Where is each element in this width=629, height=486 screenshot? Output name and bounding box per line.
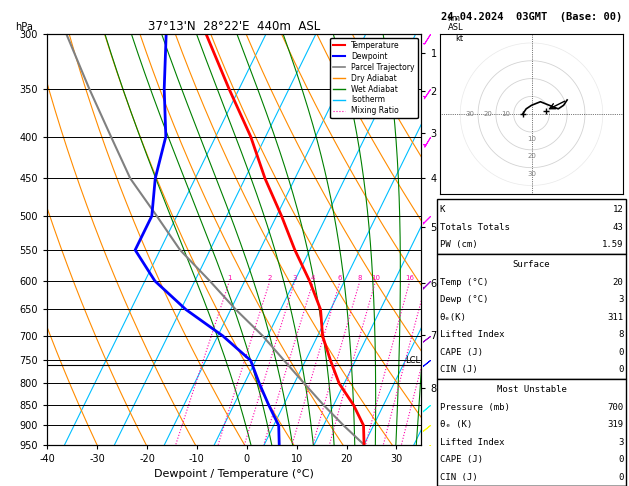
Text: 30: 30 bbox=[465, 111, 474, 117]
Text: CIN (J): CIN (J) bbox=[440, 365, 477, 374]
Text: 2: 2 bbox=[268, 275, 272, 281]
Text: Lifted Index: Lifted Index bbox=[440, 330, 504, 339]
Text: 0: 0 bbox=[618, 473, 623, 482]
Text: 700: 700 bbox=[607, 403, 623, 412]
Text: Most Unstable: Most Unstable bbox=[496, 385, 567, 394]
Text: 8: 8 bbox=[618, 330, 623, 339]
Text: 3: 3 bbox=[618, 438, 623, 447]
Text: Surface: Surface bbox=[513, 260, 550, 269]
Text: 3: 3 bbox=[618, 295, 623, 304]
Text: θₑ(K): θₑ(K) bbox=[440, 313, 467, 322]
Text: 20: 20 bbox=[484, 111, 493, 117]
Text: K: K bbox=[440, 206, 445, 214]
Text: 319: 319 bbox=[607, 420, 623, 429]
Text: 0: 0 bbox=[618, 365, 623, 374]
Text: θₑ (K): θₑ (K) bbox=[440, 420, 472, 429]
Text: kt: kt bbox=[455, 34, 463, 43]
Text: © weatheronline.co.uk: © weatheronline.co.uk bbox=[479, 474, 584, 484]
Text: CIN (J): CIN (J) bbox=[440, 473, 477, 482]
Text: 4: 4 bbox=[311, 275, 316, 281]
Text: Temp (°C): Temp (°C) bbox=[440, 278, 488, 287]
Text: 12: 12 bbox=[613, 206, 623, 214]
Text: Lifted Index: Lifted Index bbox=[440, 438, 504, 447]
Text: Totals Totals: Totals Totals bbox=[440, 223, 509, 232]
Text: hPa: hPa bbox=[15, 22, 33, 32]
X-axis label: Dewpoint / Temperature (°C): Dewpoint / Temperature (°C) bbox=[154, 469, 314, 479]
Text: Mixing Ratio (g/kg): Mixing Ratio (g/kg) bbox=[499, 200, 508, 279]
Text: CAPE (J): CAPE (J) bbox=[440, 348, 482, 357]
Text: 311: 311 bbox=[607, 313, 623, 322]
Title: 37°13'N  28°22'E  440m  ASL: 37°13'N 28°22'E 440m ASL bbox=[148, 20, 320, 33]
Legend: Temperature, Dewpoint, Parcel Trajectory, Dry Adiabat, Wet Adiabat, Isotherm, Mi: Temperature, Dewpoint, Parcel Trajectory… bbox=[330, 38, 418, 119]
Text: 0: 0 bbox=[618, 348, 623, 357]
Text: 1.59: 1.59 bbox=[602, 241, 623, 249]
Text: 8: 8 bbox=[358, 275, 362, 281]
Text: 24.04.2024  03GMT  (Base: 00): 24.04.2024 03GMT (Base: 00) bbox=[441, 12, 622, 22]
Text: Pressure (mb): Pressure (mb) bbox=[440, 403, 509, 412]
Text: 10: 10 bbox=[501, 111, 510, 117]
Text: 16: 16 bbox=[405, 275, 415, 281]
Text: 3: 3 bbox=[292, 275, 297, 281]
Text: 20: 20 bbox=[613, 278, 623, 287]
Text: CAPE (J): CAPE (J) bbox=[440, 455, 482, 464]
Text: 30: 30 bbox=[527, 171, 536, 177]
Text: LCL: LCL bbox=[405, 356, 420, 365]
Text: 10: 10 bbox=[371, 275, 380, 281]
Text: 10: 10 bbox=[527, 136, 536, 141]
Text: 20: 20 bbox=[527, 154, 536, 159]
Text: 0: 0 bbox=[618, 455, 623, 464]
Text: 6: 6 bbox=[338, 275, 342, 281]
Text: km
ASL: km ASL bbox=[448, 14, 463, 32]
Text: Dewp (°C): Dewp (°C) bbox=[440, 295, 488, 304]
Text: PW (cm): PW (cm) bbox=[440, 241, 477, 249]
Text: 1: 1 bbox=[227, 275, 231, 281]
Text: 43: 43 bbox=[613, 223, 623, 232]
